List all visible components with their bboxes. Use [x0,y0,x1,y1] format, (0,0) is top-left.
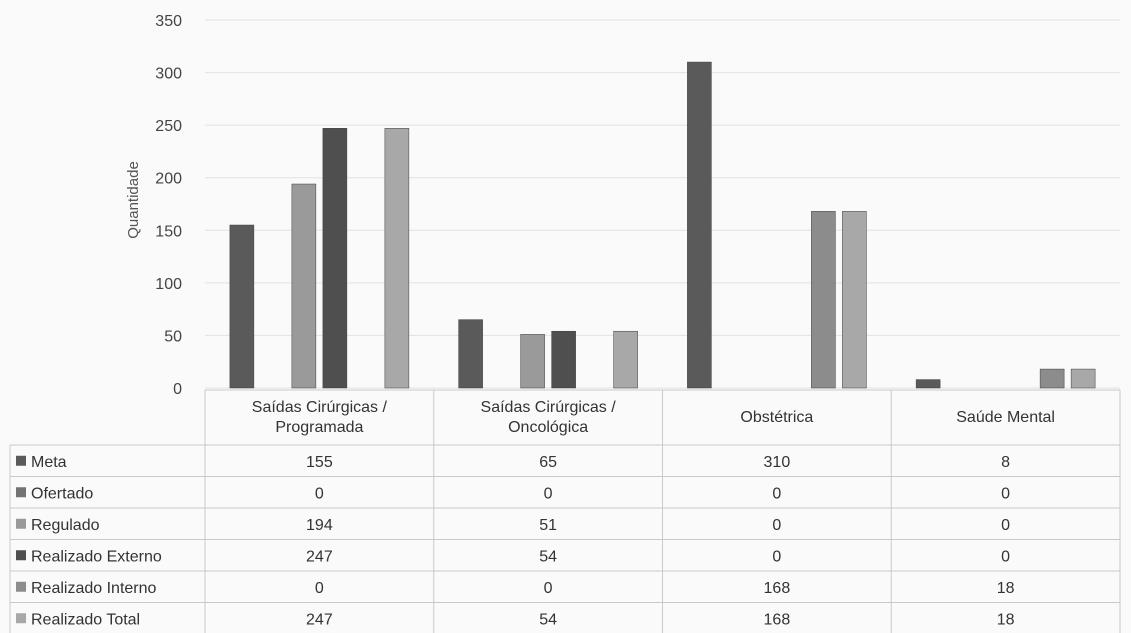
bar [915,379,941,389]
data-label: 8 [1001,454,1010,471]
bar [322,128,348,389]
category-label: Oncológica [508,419,588,436]
y-tick-label: 250 [155,118,182,135]
data-label: 0 [772,548,781,565]
data-label: 65 [539,454,557,471]
bar [613,330,638,389]
data-label: 18 [997,611,1015,628]
legend-swatch [16,550,26,561]
legend-swatch [16,487,26,498]
data-label: 0 [1001,548,1010,565]
data-label: 54 [539,611,557,628]
bar [687,61,712,389]
bar [229,224,255,389]
y-tick-label: 300 [155,66,182,83]
y-tick-label: 0 [173,381,182,398]
data-label: 0 [315,580,324,597]
bar [551,330,576,389]
y-tick-label: 350 [155,13,182,30]
legend-swatch [16,581,26,592]
data-label: 155 [306,454,333,471]
category-label: Programada [275,419,363,436]
legend-swatch [16,613,26,624]
data-label: 310 [764,454,791,471]
bar [842,211,867,389]
category-label: Saídas Cirúrgicas / [481,399,617,416]
y-tick-label: 100 [155,276,182,293]
series-name: Realizado Interno [31,580,157,597]
legend-swatch [16,455,26,466]
y-axis-label: Quantidade [125,161,142,239]
bar [520,334,545,389]
legend-swatch [16,518,26,529]
data-label: 194 [306,517,333,534]
data-label: 0 [544,580,553,597]
series-name: Regulado [31,517,100,534]
y-tick-label: 50 [164,328,182,345]
bar [384,128,410,389]
bar [1039,368,1065,389]
data-label: 0 [315,485,324,502]
series-name: Realizado Externo [31,548,162,565]
data-label: 51 [539,517,557,534]
data-label: 247 [306,548,333,565]
series-name: Realizado Total [31,611,140,628]
data-label: 54 [539,548,557,565]
category-label: Saúde Mental [956,409,1055,426]
series-name: Meta [31,454,67,471]
y-tick-label: 200 [155,171,182,188]
bar [811,211,836,389]
bar [1070,368,1096,389]
category-label: Obstétrica [740,409,813,426]
data-label: 0 [772,485,781,502]
bar [458,319,483,389]
data-label: 247 [306,611,333,628]
data-label: 0 [544,485,553,502]
data-label: 0 [1001,485,1010,502]
data-label: 168 [764,611,791,628]
category-label: Saídas Cirúrgicas / [252,399,388,416]
series-name: Ofertado [31,485,93,502]
data-label: 0 [1001,517,1010,534]
data-label: 168 [764,580,791,597]
data-label: 18 [997,580,1015,597]
data-label: 0 [772,517,781,534]
y-tick-label: 150 [155,223,182,240]
bar [291,183,317,389]
